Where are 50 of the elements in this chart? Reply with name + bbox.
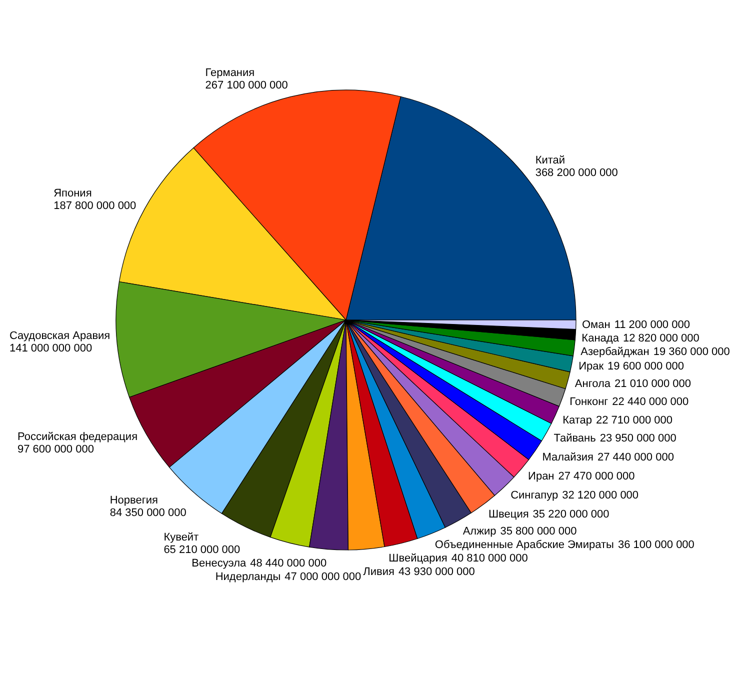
- slice-label: Оман: [582, 319, 610, 332]
- slice-label: Малайзия: [542, 452, 594, 464]
- data-label: 187 800 000 000: [54, 200, 136, 212]
- data-label: 23 950 000 000: [600, 432, 676, 444]
- data-label: 47 000 000 000: [284, 570, 362, 583]
- slice-label: Нидерланды: [215, 570, 281, 583]
- data-label: 11 200 000 000: [614, 319, 690, 332]
- data-label: 35 220 000 000: [532, 508, 610, 521]
- slice-label: Швейцария: [388, 552, 448, 565]
- slice-label: Сингапур: [510, 490, 558, 502]
- data-label: 19 360 000 000: [653, 346, 730, 358]
- slice-label: Гонконг: [570, 396, 608, 408]
- slice-label: Швеция: [488, 508, 529, 521]
- slice-label: Российская федерация: [17, 431, 138, 444]
- slice-label: Германия: [205, 66, 255, 79]
- slice-label: Норвегия: [110, 494, 158, 506]
- slice-label: Саудовская Аравия: [9, 330, 110, 342]
- slice-label: Тайвань: [554, 432, 596, 444]
- slice-label: Венесуэла: [192, 557, 247, 570]
- slice-label: Япония: [54, 187, 92, 200]
- data-label: 12 820 000 000: [622, 332, 700, 345]
- data-label: 22 440 000 000: [612, 396, 689, 408]
- data-label: 141 000 000 000: [9, 342, 92, 354]
- data-label: 43 930 000 000: [398, 566, 475, 578]
- data-label: 65 210 000 000: [164, 544, 240, 556]
- data-label: 27 470 000 000: [558, 470, 635, 483]
- slice-label: Китай: [535, 154, 566, 167]
- slice-label: Ангола: [574, 378, 612, 390]
- data-label: 267 100 000 000: [205, 79, 288, 92]
- slice-label: Иран: [528, 470, 554, 483]
- data-label: 19 600 000 000: [608, 360, 684, 373]
- data-label: 40 810 000 000: [451, 552, 528, 565]
- data-label: 368 200 000 000: [535, 167, 618, 180]
- data-label: 32 120 000 000: [562, 490, 639, 502]
- slice-label: Катар: [562, 414, 592, 426]
- data-label: 35 800 000 000: [500, 526, 577, 538]
- data-label: 36 100 000 000: [618, 539, 694, 552]
- data-label: 21 010 000 000: [614, 378, 692, 390]
- slice-label: Ливия: [363, 566, 394, 578]
- data-label: 48 440 000 000: [250, 557, 327, 570]
- slice-label: Ирак: [578, 360, 604, 373]
- slice-label: Азербайджан: [580, 346, 650, 358]
- data-label: 22 710 000 000: [596, 414, 672, 426]
- slice-label: Кувейт: [164, 531, 199, 544]
- data-label: 97 600 000 000: [17, 444, 94, 456]
- slice-label: Алжир: [462, 526, 496, 538]
- data-label: 27 440 000 000: [597, 452, 674, 464]
- slice-label: Объединенные Арабские Эмираты: [434, 539, 614, 552]
- data-label: 84 350 000 000: [110, 506, 186, 519]
- slice-label: Канада: [582, 332, 620, 345]
